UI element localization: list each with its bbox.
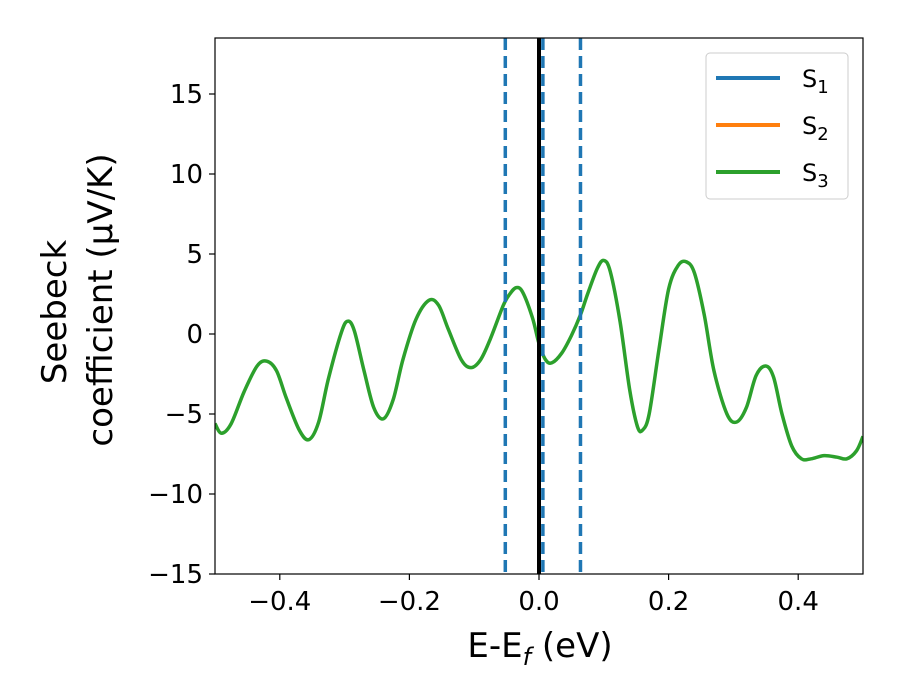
x-axis-title-main: E-E [467, 626, 522, 666]
vline-layer [503, 38, 583, 574]
y-tick-label: −15 [148, 560, 203, 590]
x-tick-label: −0.4 [248, 587, 311, 617]
series-line-s3 [215, 258, 863, 462]
y-axis-ticks: −15 −10 −5 0 5 10 15 [148, 80, 215, 590]
x-tick-label: 0.0 [518, 587, 559, 617]
y-tick-label: 15 [170, 80, 203, 110]
y-axis-title-line2: coefficient (μV/K) [81, 153, 121, 446]
y-tick-label: 10 [170, 160, 203, 190]
y-tick-label: 0 [186, 320, 203, 350]
y-tick-label: −5 [165, 400, 203, 430]
legend: S1 S2 S3 [705, 52, 849, 200]
series-layer [215, 258, 863, 462]
x-tick-label: −0.2 [378, 587, 441, 617]
x-tick-label: 0.4 [778, 587, 819, 617]
y-tick-label: 5 [186, 240, 203, 270]
x-tick-label: 0.2 [648, 587, 689, 617]
legend-label: S3 [802, 159, 829, 192]
y-tick-label: −10 [148, 480, 203, 510]
legend-label: S2 [802, 112, 829, 145]
y-axis-title: Seebeck coefficient (μV/K) [35, 153, 121, 446]
y-axis-title-line1: Seebeck [35, 240, 75, 385]
x-axis-title-rest: (eV) [531, 626, 613, 666]
x-axis-ticks: −0.4 −0.2 0.0 0.2 0.4 [248, 574, 819, 617]
legend-label: S1 [802, 65, 829, 98]
x-axis-title: E-Ef (eV) [467, 626, 612, 671]
